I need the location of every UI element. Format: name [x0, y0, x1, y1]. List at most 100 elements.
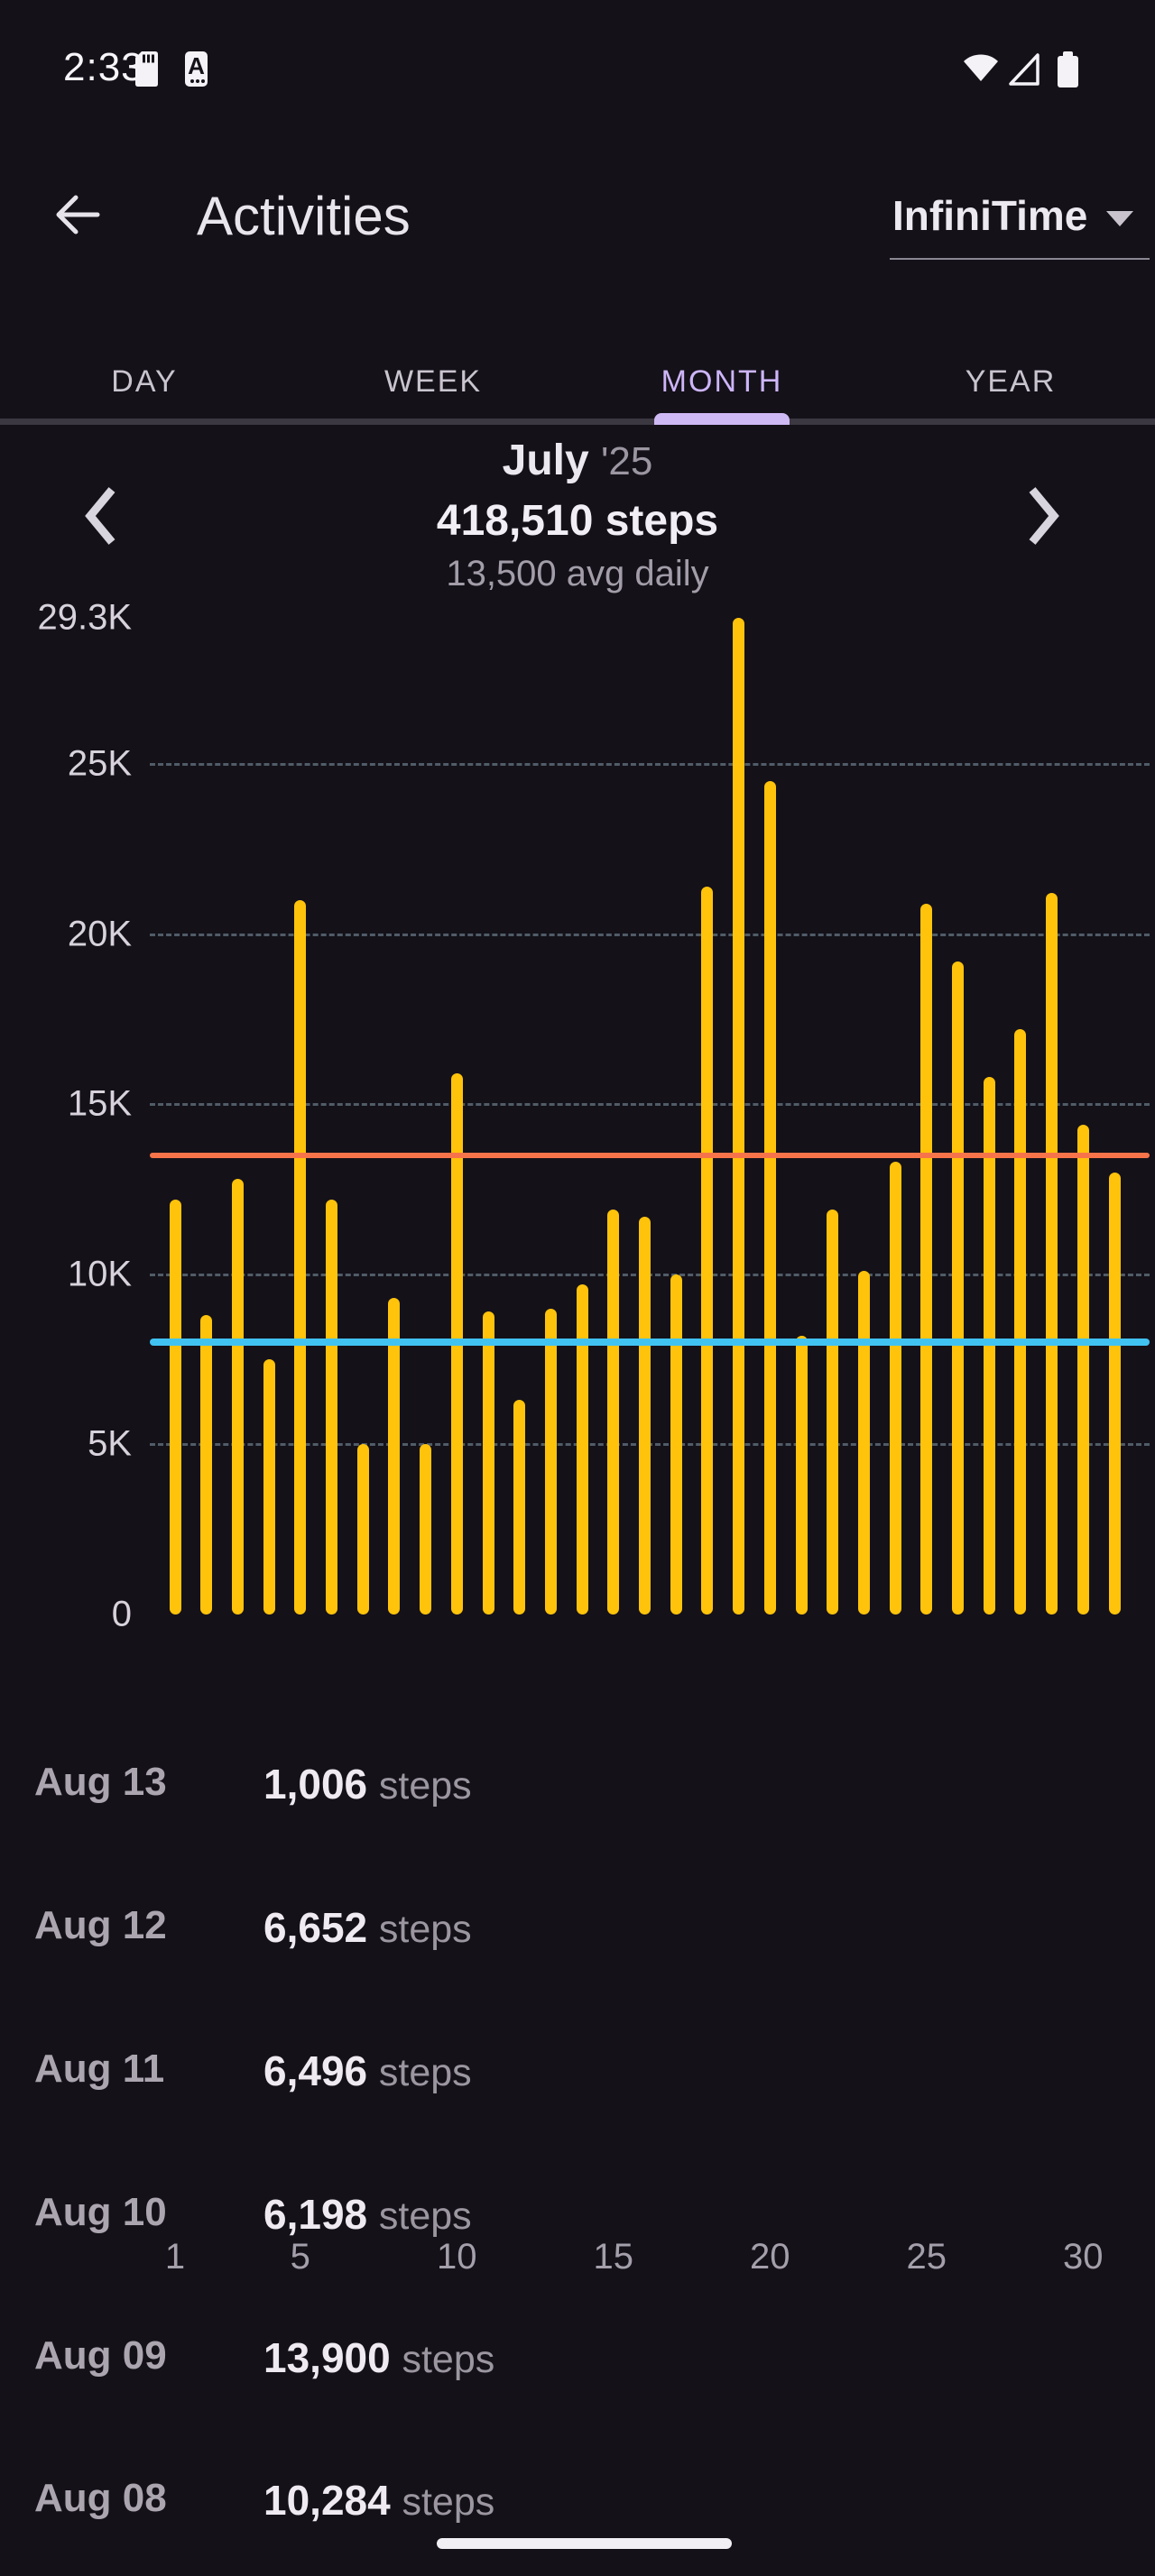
arrow-left-icon: [56, 195, 100, 235]
bar-day-5: [294, 900, 307, 1615]
page-title: Activities: [197, 186, 411, 246]
x-axis-label-5: 5: [290, 2237, 310, 2277]
bar-day-12: [513, 1400, 526, 1615]
bar-day-26: [952, 961, 964, 1615]
tab-year[interactable]: YEAR: [866, 298, 1155, 425]
y-axis-label-10K: 10K: [67, 1254, 132, 1294]
bar-day-15: [607, 1210, 620, 1615]
history-value: 13,900: [263, 2334, 391, 2381]
chevron-right-icon: [1029, 487, 1059, 545]
bar-day-22: [827, 1210, 839, 1615]
x-axis-label-25: 25: [906, 2237, 947, 2277]
steps-bar-chart: 29.3K 25K 20K 15K 10K 5K 0 1 5 10 15 20 25 30: [0, 595, 1155, 2277]
avg-daily-steps: 13,500 avg daily: [446, 554, 709, 593]
wifi-icon: [962, 51, 1000, 92]
tab-year-label: YEAR: [965, 364, 1057, 399]
history-unit: steps: [402, 2338, 495, 2381]
history-row: Aug 11 6,496 steps: [0, 2047, 1155, 2097]
bar-day-31: [1108, 1172, 1121, 1615]
bar-day-25: [920, 903, 933, 1615]
x-axis-label-10: 10: [437, 2237, 477, 2277]
year-label: '25: [601, 439, 653, 483]
sd-card-icon: [135, 51, 158, 91]
history-unit: steps: [378, 2194, 472, 2238]
y-axis-label-0: 0: [111, 1594, 132, 1634]
history-value: 1,006: [263, 1761, 368, 1808]
bar-day-29: [1046, 893, 1058, 1615]
daily-goal-line: [150, 1339, 1150, 1347]
active-tab-indicator: [654, 413, 790, 425]
history-date: Aug 10: [34, 2190, 167, 2234]
history-unit: steps: [402, 2480, 495, 2524]
y-axis-label-20K: 20K: [67, 914, 132, 954]
y-axis-label-25K: 25K: [67, 743, 132, 784]
back-button[interactable]: [52, 189, 103, 240]
chevron-down-icon: [1106, 211, 1133, 226]
bar-day-19: [733, 618, 745, 1615]
bar-day-24: [889, 1162, 901, 1615]
gesture-navigation-handle[interactable]: [437, 2538, 732, 2549]
history-value: 6,496: [263, 2047, 368, 2094]
device-selector-underline: [890, 258, 1150, 260]
monthly-average-line: [150, 1152, 1150, 1158]
history-unit: steps: [378, 1764, 472, 1808]
period-title: July '25: [0, 436, 1155, 485]
history-date: Aug 11: [34, 2047, 165, 2091]
history-row: Aug 13 1,006 steps: [0, 1760, 1155, 1810]
y-axis-label-5K: 5K: [88, 1423, 132, 1464]
history-row: Aug 12 6,652 steps: [0, 1903, 1155, 1954]
tab-day-label: DAY: [111, 364, 178, 399]
bar-day-7: [356, 1444, 369, 1615]
gridline-25K: [150, 763, 1150, 767]
next-month-button[interactable]: [1023, 483, 1063, 548]
bar-day-20: [763, 781, 776, 1615]
history-date: Aug 08: [34, 2476, 167, 2520]
bar-day-2: [200, 1315, 213, 1615]
history-date: Aug 09: [34, 2333, 167, 2378]
bar-day-23: [857, 1271, 870, 1615]
gridline-15K: [150, 1103, 1150, 1107]
bar-day-27: [983, 1077, 995, 1615]
tab-month-label: MONTH: [661, 364, 783, 399]
bar-day-8: [388, 1298, 401, 1615]
bar-day-4: [263, 1359, 275, 1615]
bar-day-1: [169, 1199, 181, 1615]
tab-day[interactable]: DAY: [0, 298, 289, 425]
tab-month[interactable]: MONTH: [578, 298, 866, 425]
x-axis-label-15: 15: [593, 2237, 634, 2277]
bar-day-6: [326, 1199, 337, 1615]
device-selector[interactable]: InfiniTime: [890, 188, 1151, 260]
tab-week-label: WEEK: [383, 364, 483, 399]
history-unit: steps: [378, 2051, 472, 2094]
bar-day-14: [576, 1284, 588, 1615]
bar-day-16: [639, 1216, 651, 1615]
bar-day-30: [1076, 1124, 1089, 1615]
cell-signal-icon: [1005, 51, 1041, 92]
bar-day-28: [1014, 1029, 1027, 1615]
bar-day-21: [795, 1335, 808, 1615]
bar-day-11: [482, 1311, 494, 1615]
history-row: Aug 08 10,284 steps: [0, 2476, 1155, 2526]
device-selector-label: InfiniTime: [892, 192, 1088, 239]
history-unit: steps: [378, 1908, 472, 1951]
x-axis-label-20: 20: [750, 2237, 790, 2277]
history-value: 10,284: [263, 2477, 391, 2524]
gridline-20K: [150, 933, 1150, 936]
history-row: Aug 10 6,198 steps: [0, 2190, 1155, 2240]
history-date: Aug 12: [34, 1903, 167, 1947]
total-steps: 418,510 steps: [436, 497, 719, 545]
bar-day-18: [701, 886, 714, 1615]
period-tabs: DAY WEEK MONTH YEAR: [0, 298, 1155, 425]
prev-month-button[interactable]: [81, 483, 121, 548]
tab-week[interactable]: WEEK: [289, 298, 578, 425]
app-notification-icon: A: [185, 51, 208, 87]
tabs-divider: [0, 419, 1155, 425]
y-axis-label-29.3K: 29.3K: [37, 597, 132, 638]
chevron-left-icon: [85, 487, 116, 545]
bar-day-17: [670, 1274, 682, 1615]
x-axis-label-30: 30: [1063, 2237, 1104, 2277]
month-label: July: [502, 437, 589, 484]
history-value: 6,652: [263, 1904, 368, 1951]
bar-day-3: [231, 1179, 244, 1615]
bar-day-9: [420, 1444, 432, 1615]
